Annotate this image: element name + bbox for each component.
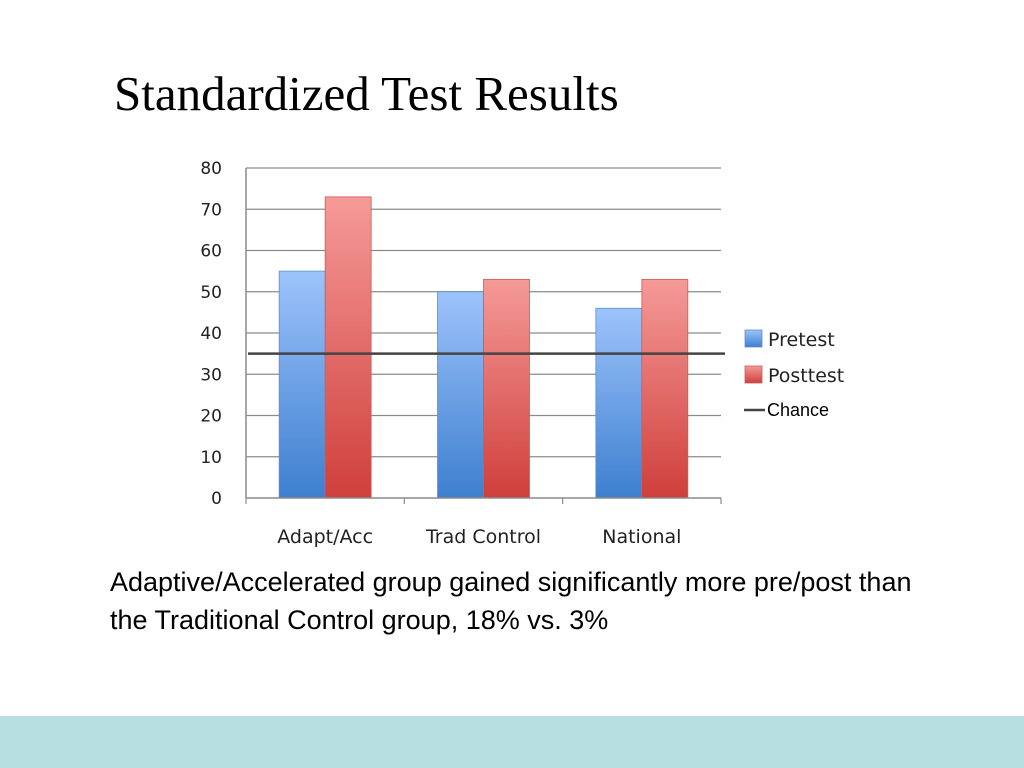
y-tick-label: 10 (200, 448, 222, 468)
x-category-label: Adapt/Acc (277, 526, 373, 548)
bars (248, 196, 725, 499)
x-category-label: National (602, 526, 681, 548)
bar-chart: 0 10 20 30 40 50 60 70 80 Adapt/Acc Trad Control Na… (200, 159, 844, 548)
y-tick-label: 0 (211, 489, 222, 509)
x-category-label: Trad Control (425, 526, 541, 548)
legend: Pretest Posttest Chance (744, 329, 844, 420)
slide-caption: Adaptive/Accelerated group gained signif… (110, 567, 912, 635)
y-tick-label: 20 (200, 407, 222, 427)
bar-pretest (437, 291, 484, 499)
y-tick-label: 40 (200, 324, 222, 344)
legend-chance-label: Chance (767, 400, 829, 420)
footer-band (0, 716, 1024, 768)
bar-pretest (595, 307, 643, 499)
y-tick-label: 70 (200, 200, 222, 220)
bar-pretest (278, 270, 326, 499)
legend-posttest-swatch (744, 365, 763, 384)
legend-posttest-label: Posttest (768, 365, 844, 387)
bar-posttest (641, 278, 689, 499)
legend-pretest-swatch (744, 329, 763, 348)
y-tick-label: 50 (200, 283, 222, 303)
bar-posttest (483, 278, 530, 499)
bar-posttest (324, 196, 372, 499)
axes: 0 10 20 30 40 50 60 70 80 Adapt/Acc Trad Control Na… (200, 159, 722, 548)
y-tick-label: 80 (200, 159, 222, 179)
legend-pretest-label: Pretest (768, 329, 835, 351)
y-tick-label: 60 (200, 242, 222, 262)
y-tick-label: 30 (200, 365, 222, 385)
slide-title: Standardized Test Results (114, 66, 619, 121)
